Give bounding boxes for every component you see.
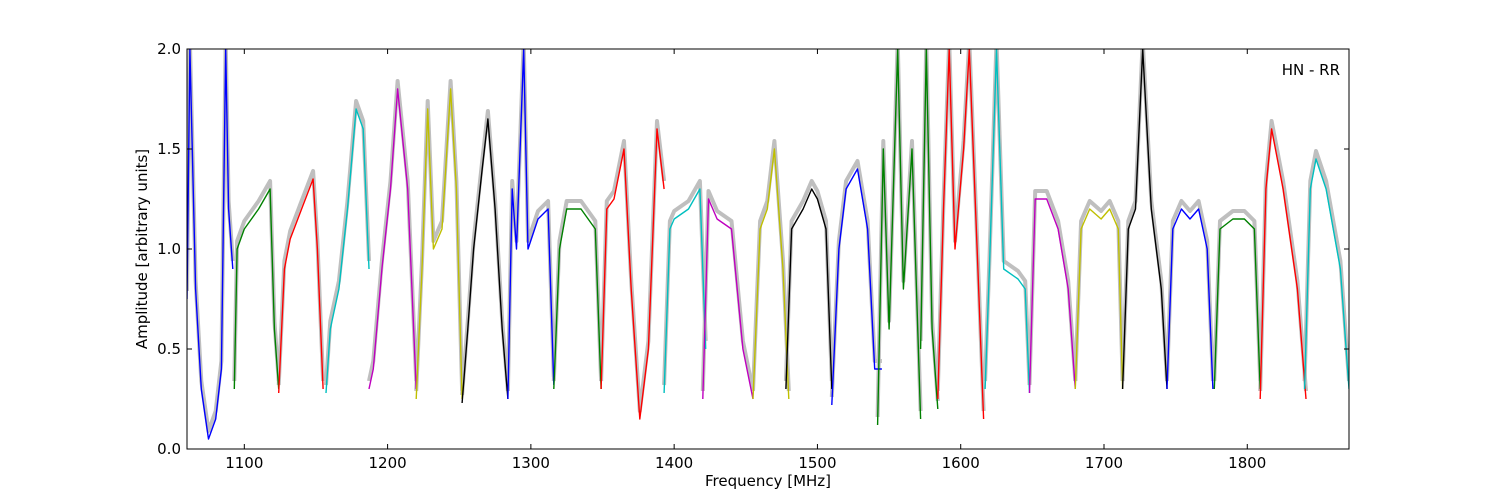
subband-6-line [415,88,463,400]
x-axis: 1100 1200 1300 1400 1500 1600 1700 1800 [225,49,1266,472]
subband-4-line [325,108,370,394]
x-axis-label: Frequency [MHz] [705,472,831,490]
subband-25-line [1259,128,1307,400]
background-line-25 [1258,119,1308,392]
subband-23-line [1166,208,1214,390]
x-tick-label: 1400 [655,454,693,472]
subband-18-line [937,49,985,420]
subband-12-line [702,198,754,400]
x-tick-label: 1700 [1085,454,1123,472]
x-tick-label: 1200 [368,454,406,472]
x-tick-label: 1500 [798,454,836,472]
y-tick-label: 2.0 [157,40,181,58]
y-tick-label: 1.0 [157,240,181,258]
subband-21-line [1074,208,1124,390]
annotation-label: HN - RR [1282,61,1340,79]
background-line-23 [1165,199,1215,382]
background-line-21 [1073,199,1125,382]
subband-17-line [919,49,939,410]
y-axis: 0.0 0.5 1.0 1.5 2.0 [157,40,1349,458]
y-tick-label: 1.5 [157,140,181,158]
subband-1-line [187,49,234,440]
background-line-24 [1212,209,1263,382]
background-line-4 [324,99,371,386]
subband-26-line [1303,158,1349,390]
y-tick-label: 0.5 [157,340,181,358]
subband-8-line [507,49,555,400]
subband-9-line [553,208,602,390]
subband-19-line [984,49,1031,394]
subband-3-line [278,178,324,394]
subband-15-line [831,168,882,406]
subband-22-line [1121,49,1168,390]
subband-2-line [233,188,280,390]
background-line-3 [276,169,326,386]
background-line-7 [460,109,510,396]
background-line-22 [1120,49,1169,382]
x-tick-label: 1800 [1228,454,1266,472]
subband-16-line [876,49,922,426]
subband-11-line [663,188,707,394]
x-tick-label: 1100 [225,454,263,472]
x-tick-label: 1300 [512,454,550,472]
background-line-14 [783,179,834,382]
background-line-16 [875,49,923,418]
subband-10-line [600,128,665,420]
plot-frame [186,48,1350,450]
subband-24-line [1213,218,1261,390]
subband-13-line [752,148,790,400]
subband-14-line [785,188,833,390]
subband-20-line [1028,198,1076,394]
y-axis-label: Amplitude [arbitrary units] [133,149,151,349]
background-line-10 [599,119,667,413]
y-tick-label: 0.0 [157,440,181,458]
subband-5-line [368,88,417,390]
subband-7-line [461,118,509,404]
raw-background-series [187,49,1349,433]
subband-series [187,49,1349,440]
x-tick-label: 1600 [942,454,980,472]
